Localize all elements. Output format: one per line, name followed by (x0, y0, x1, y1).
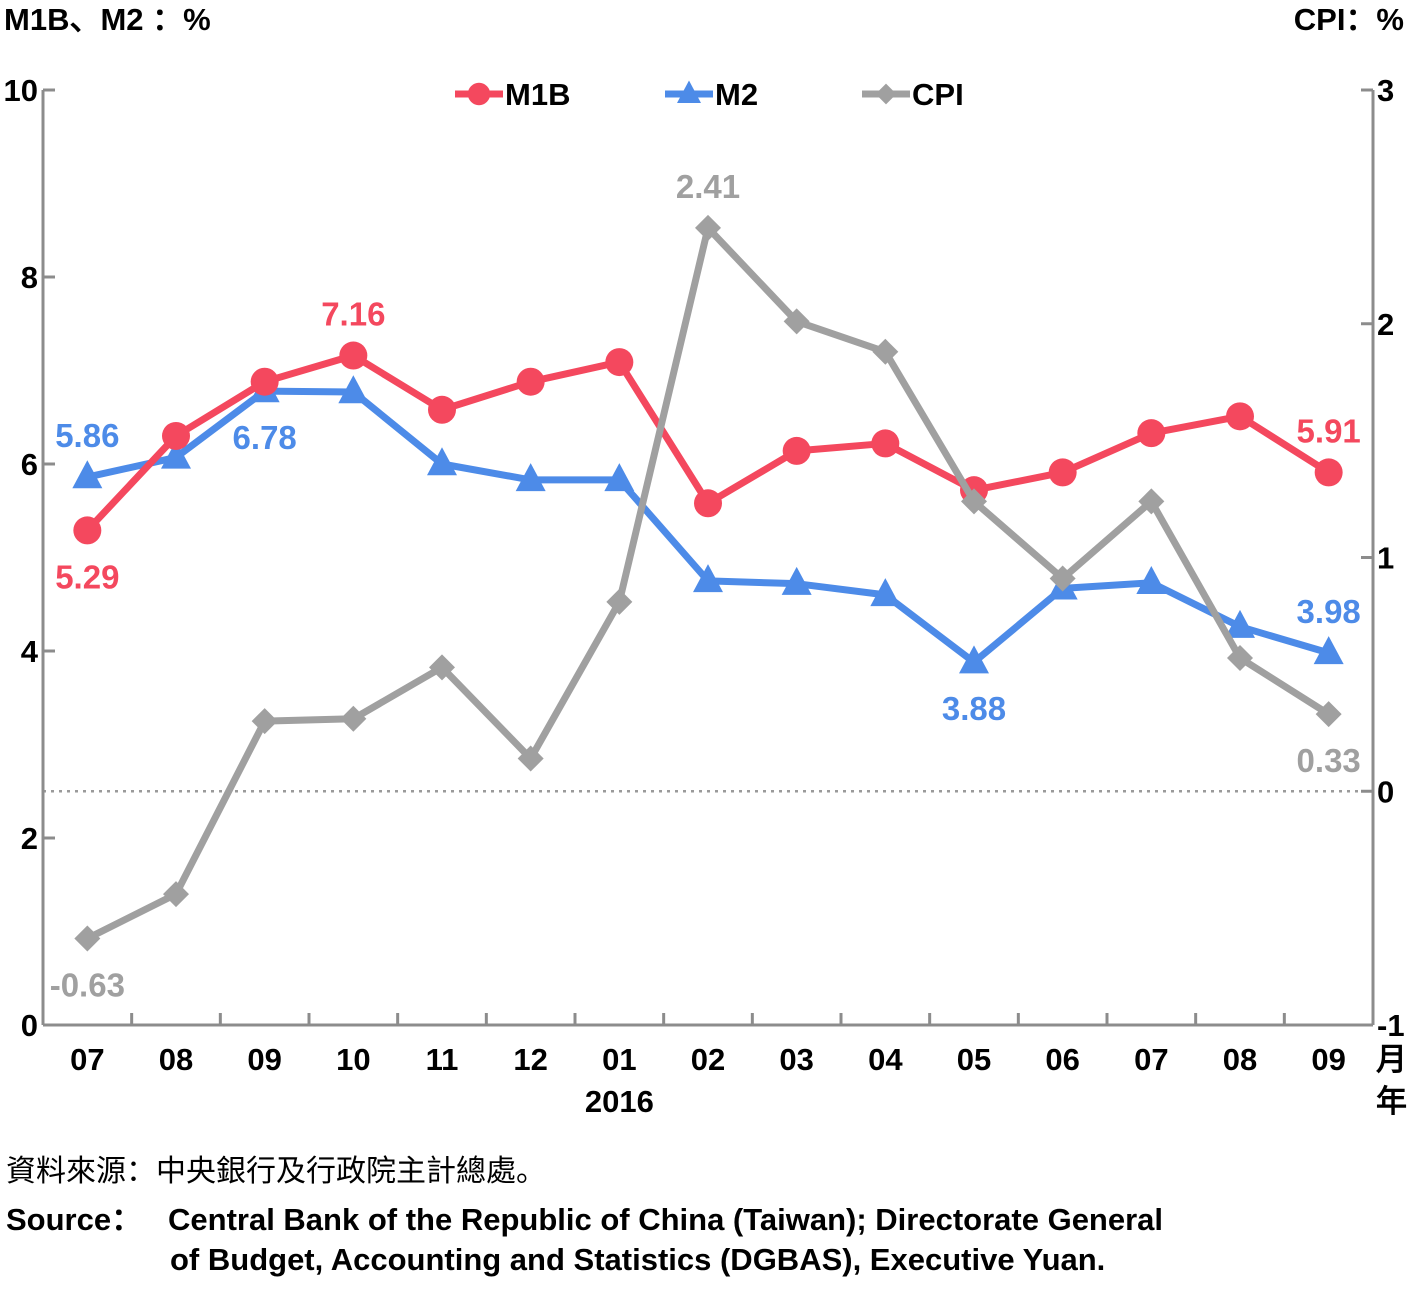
cpi-point (606, 588, 633, 615)
left-axis-title: M1B、M2 ：% (4, 2, 211, 37)
left-y-tick-label: 2 (21, 821, 38, 856)
cpi-data-label: -0.63 (50, 967, 125, 1004)
right-y-tick-label: 2 (1377, 307, 1394, 342)
right-y-tick-label: 3 (1377, 73, 1394, 108)
cpi-point (1315, 701, 1342, 728)
x-tick-label: 08 (1223, 1042, 1257, 1077)
legend: M1B M2 CPI (455, 77, 964, 112)
cpi-point (517, 745, 544, 772)
x-tick-label: 07 (1134, 1042, 1168, 1077)
legend-m1b-label: M1B (505, 77, 570, 112)
cpi-data-label: 2.41 (676, 168, 740, 205)
source-text-line2: of Budget, Accounting and Statistics (DG… (170, 1242, 1106, 1277)
m1b-point (162, 421, 190, 450)
m2-point (515, 463, 546, 492)
right-axis-title: CPI：% (1294, 2, 1404, 37)
m1b-point (1226, 402, 1254, 431)
m2-point (693, 564, 723, 593)
m2-point (959, 645, 989, 674)
m2-point (161, 440, 191, 469)
x-tick-label: 01 (602, 1042, 636, 1077)
source-text-line1: Central Bank of the Republic of China (T… (168, 1202, 1164, 1237)
x-tick-label: 12 (513, 1042, 547, 1077)
x-unit-month: 月 (1376, 1042, 1407, 1077)
cpi-point (1138, 488, 1165, 515)
x-tick-label: 05 (957, 1042, 991, 1077)
left-y-tick-label: 0 (21, 1008, 38, 1043)
m2-point (781, 566, 812, 595)
m2-point (72, 460, 103, 489)
source-note-en: Source： Central Bank of the Republic of C… (6, 1200, 1406, 1280)
x-tick-label: 07 (70, 1042, 104, 1077)
m1b-point (516, 367, 545, 396)
cpi-point (163, 881, 189, 908)
m1b-point (73, 516, 102, 545)
legend-cpi-marker (875, 83, 897, 105)
m1b-point (428, 395, 456, 424)
m1b-point (250, 367, 279, 396)
m2-data-label: 3.98 (1297, 593, 1361, 630)
x-tick-label: 03 (779, 1042, 813, 1077)
legend-m2-marker (677, 80, 701, 103)
right-y-tick-label: 1 (1377, 541, 1394, 576)
legend-m1b-marker (467, 82, 491, 106)
legend-cpi-label: CPI (912, 77, 964, 112)
m1b-point (1048, 458, 1077, 487)
cpi-point (872, 338, 899, 365)
m1b-point (871, 429, 900, 458)
m2-point (870, 578, 901, 607)
x-tick-label: 08 (159, 1042, 193, 1077)
x-tick-label: 09 (1311, 1042, 1345, 1077)
year-label: 2016 (585, 1084, 654, 1119)
x-tick-label: 06 (1045, 1042, 1079, 1077)
source-note-zh: 資料來源：中央銀行及行政院主計總處。 (6, 1154, 546, 1189)
source-label: Source： (6, 1202, 143, 1237)
m2-point (1225, 609, 1255, 638)
x-tick-label: 09 (247, 1042, 281, 1077)
m2-point (338, 375, 369, 404)
m1b-data-label: 7.16 (321, 296, 385, 333)
m1b-point (694, 489, 722, 518)
cpi-point (340, 705, 367, 732)
m1b-data-label: 5.91 (1297, 412, 1361, 449)
cpi-point (429, 654, 455, 681)
left-y-tick-label: 6 (21, 447, 38, 482)
left-y-tick-label: 10 (4, 73, 38, 108)
m1b-point (1137, 419, 1166, 448)
right-y-tick-label: -1 (1377, 1008, 1405, 1043)
m2-point (604, 463, 635, 492)
left-y-tick-label: 8 (21, 260, 38, 295)
m1b-point (1314, 458, 1343, 487)
cpi-point (251, 708, 278, 735)
m2-data-label: 6.78 (233, 419, 297, 456)
x-tick-label: 02 (691, 1042, 725, 1077)
m1b-data-label: 5.29 (55, 558, 119, 595)
m2-data-label: 5.86 (55, 417, 119, 454)
x-tick-label: 11 (426, 1042, 459, 1077)
cpi-point (1227, 645, 1253, 672)
left-y-tick-label: 4 (21, 634, 39, 669)
m1b-point (339, 341, 368, 370)
m1b-point (605, 348, 634, 377)
legend-m2-label: M2 (715, 77, 758, 112)
cpi-point (961, 488, 987, 515)
m2-data-label: 3.88 (942, 690, 1006, 727)
x-tick-label: 10 (336, 1042, 370, 1077)
x-unit-year: 年 (1376, 1084, 1407, 1119)
x-tick-label: 04 (868, 1042, 903, 1077)
m1b-point (782, 436, 811, 465)
cpi-data-label: 0.33 (1297, 742, 1361, 779)
m2-point (1136, 565, 1167, 594)
right-y-tick-label: 0 (1377, 774, 1394, 809)
cpi-point (695, 214, 721, 241)
m2-point (427, 447, 457, 476)
m2-point (1313, 636, 1344, 665)
cpi-point (1049, 565, 1076, 592)
cpi-point (74, 925, 101, 952)
cpi-point (783, 308, 810, 335)
